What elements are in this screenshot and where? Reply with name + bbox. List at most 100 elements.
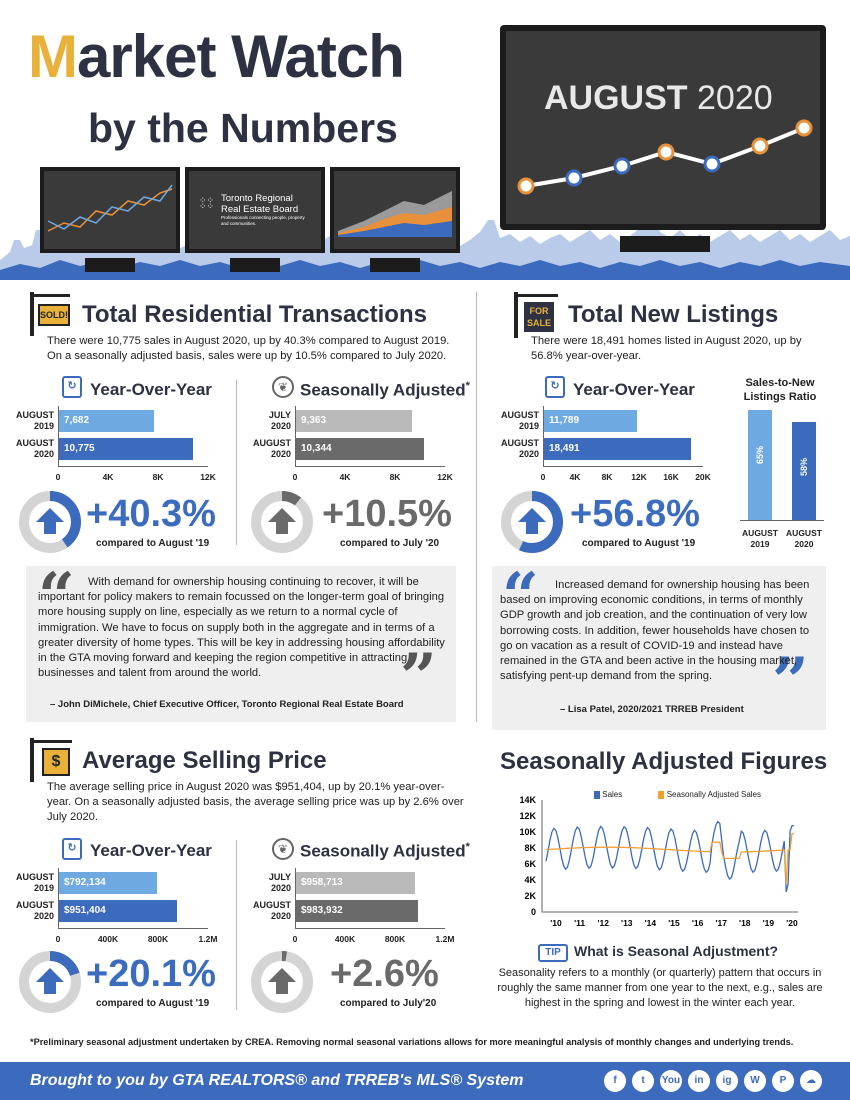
legend-sales: Sales bbox=[602, 790, 623, 799]
x-tick-label: '17 bbox=[715, 918, 727, 928]
series-sales-line bbox=[545, 820, 794, 893]
x-tick-label: '11 bbox=[574, 918, 585, 928]
x-tick-label: 0 bbox=[55, 934, 61, 944]
percent-ring bbox=[501, 491, 563, 553]
sign-line2: SALE bbox=[526, 318, 551, 328]
x-tick-label: 800K bbox=[384, 934, 406, 944]
y-tick-label: 0 bbox=[531, 907, 536, 917]
small-monitor-2-stand bbox=[230, 258, 280, 272]
trreb-logo-icon: ⁘⁘ ⁘⁘ bbox=[199, 195, 215, 211]
y-axis bbox=[58, 868, 59, 928]
social-icon[interactable]: W bbox=[744, 1070, 766, 1092]
sold-sign-label: SOLD! bbox=[38, 304, 70, 326]
header: Market Watch by the Numbers AUGUST 2020 bbox=[0, 0, 850, 280]
up-arrow-icon bbox=[268, 968, 296, 994]
calendar-icon: ↻ bbox=[62, 376, 82, 398]
social-icon[interactable]: f bbox=[604, 1070, 626, 1092]
sa-title-text: Seasonally Adjusted bbox=[300, 380, 466, 400]
listings-title: Total New Listings bbox=[568, 301, 779, 328]
price-yoy-pct: +20.1% bbox=[86, 953, 216, 995]
footer: Brought to you by GTA REALTORS® and TRRE… bbox=[0, 1062, 850, 1100]
x-axis bbox=[58, 928, 208, 929]
x-tick-label: 400K bbox=[97, 934, 119, 944]
big-monitor: AUGUST 2020 bbox=[500, 25, 826, 230]
y-axis bbox=[543, 406, 544, 466]
x-tick-label: 8K bbox=[389, 472, 401, 482]
up-arrow-icon bbox=[268, 508, 296, 534]
quote-attribution-president: – Lisa Patel, 2020/2021 TRREB President bbox=[560, 704, 744, 715]
x-tick-label: 12K bbox=[437, 472, 453, 482]
social-icon[interactable]: P bbox=[772, 1070, 794, 1092]
percent-ring bbox=[251, 951, 313, 1013]
bar-category-label: AUGUST 2019 bbox=[16, 872, 54, 893]
ratio-axis bbox=[740, 520, 824, 521]
transactions-text: There were 10,775 sales in August 2020, … bbox=[47, 335, 450, 362]
social-icon[interactable]: ig bbox=[716, 1070, 738, 1092]
small-monitor-1 bbox=[40, 167, 180, 253]
year-label: 2020 bbox=[697, 79, 773, 117]
transactions-title: Total Residential Transactions bbox=[82, 301, 427, 328]
logo-line1: Toronto Regional bbox=[221, 193, 293, 204]
x-tick-label: '18 bbox=[739, 918, 751, 928]
seasonal-trend-chart: 0 2K 4K 6K 8K 10K 12K 14K '10 '11 '12 '13 '14 '15 '16 '… bbox=[519, 795, 798, 928]
y-tick-label: 14K bbox=[519, 795, 536, 805]
listings-text: There were 18,491 homes listed in August… bbox=[531, 335, 802, 362]
social-icon[interactable]: You bbox=[660, 1070, 682, 1092]
y-axis bbox=[295, 868, 296, 928]
series-sa-line bbox=[545, 832, 794, 885]
listings-yoy-pct: +56.8% bbox=[570, 493, 700, 535]
legend-sa-swatch bbox=[658, 790, 665, 799]
ratio-bar bbox=[748, 410, 772, 520]
x-tick-label: 12K bbox=[631, 472, 647, 482]
quote-text-ceo: With demand for ownership housing contin… bbox=[38, 576, 445, 680]
ring-transactions-yoy bbox=[18, 490, 82, 559]
bar: 7,682 bbox=[58, 410, 155, 432]
quote-close-icon: ” bbox=[772, 644, 809, 719]
x-tick-label: 8K bbox=[601, 472, 613, 482]
price-sa-compare: compared to July'20 bbox=[340, 998, 437, 1009]
x-tick-label: 800K bbox=[147, 934, 169, 944]
y-axis bbox=[58, 406, 59, 466]
ring-transactions-sa bbox=[250, 490, 314, 559]
x-tick-label: 0 bbox=[292, 934, 298, 944]
footnote: *Preliminary seasonal adjustment underta… bbox=[30, 1037, 794, 1047]
trreb-logo-text: Toronto Regional Real Estate Board Profe… bbox=[221, 193, 311, 227]
transactions-yoy-pct: +40.3% bbox=[86, 493, 216, 535]
x-tick-label: 16K bbox=[663, 472, 679, 482]
price-yoy-title: Year-Over-Year bbox=[90, 841, 212, 860]
title-rest: arket Watch bbox=[76, 23, 405, 90]
x-tick-label: '10 bbox=[550, 918, 562, 928]
logo-line2: Real Estate Board bbox=[221, 204, 299, 215]
tip-text: Seasonality refers to a monthly (or quar… bbox=[497, 967, 823, 1009]
transactions-sa-pct: +10.5% bbox=[322, 493, 452, 535]
listings-yoy-title: Year-Over-Year bbox=[573, 380, 695, 399]
social-icon[interactable]: ☁ bbox=[800, 1070, 822, 1092]
for-sale-sign-icon: FOR SALE bbox=[514, 292, 562, 338]
legend-sales-swatch bbox=[594, 790, 600, 799]
column-divider bbox=[476, 292, 477, 722]
ring-fill bbox=[251, 491, 313, 553]
bar-category-label: AUGUST 2019 bbox=[16, 410, 54, 431]
y-tick-label: 10K bbox=[519, 827, 536, 837]
month-year-label: AUGUST 2020 bbox=[544, 79, 773, 118]
small-monitor-1-stand bbox=[85, 258, 135, 272]
x-tick-label: 400K bbox=[334, 934, 356, 944]
ratio-bar bbox=[792, 421, 816, 520]
bar: $983,932 bbox=[295, 900, 418, 922]
x-tick-label: 0 bbox=[540, 472, 546, 482]
bar: 9,363 bbox=[295, 410, 413, 432]
listings-yoy-compare: compared to August '19 bbox=[582, 538, 696, 549]
divider bbox=[236, 380, 237, 545]
ring-fill bbox=[19, 951, 81, 1013]
price-yoy-compare: compared to August '19 bbox=[96, 998, 210, 1009]
bar: 11,789 bbox=[543, 410, 638, 432]
social-icon[interactable]: in bbox=[688, 1070, 710, 1092]
logo-tagline: Professionals connecting people, propert… bbox=[221, 215, 305, 226]
sa-title-mark: * bbox=[465, 841, 470, 853]
bar: 10,344 bbox=[295, 438, 425, 460]
page-title: Market Watch bbox=[28, 22, 405, 92]
leaf-icon: ❦ bbox=[272, 376, 294, 398]
social-icon[interactable]: t bbox=[632, 1070, 654, 1092]
ratio-category-label: AUGUST 2020 bbox=[786, 528, 822, 549]
ring-price-sa bbox=[250, 950, 314, 1019]
